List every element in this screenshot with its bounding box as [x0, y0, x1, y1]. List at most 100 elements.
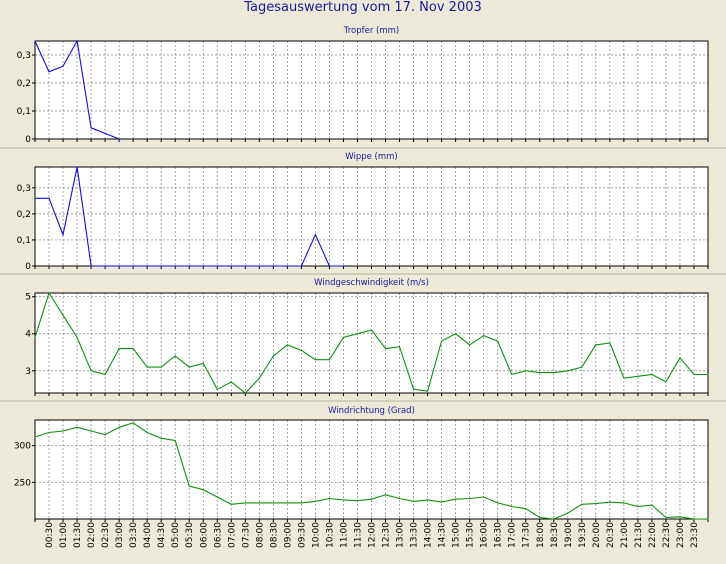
data-point — [216, 265, 218, 267]
data-point — [426, 390, 429, 392]
data-point — [48, 71, 50, 73]
data-point — [104, 373, 106, 376]
y-tick-label: 0 — [25, 262, 31, 272]
data-point — [76, 166, 78, 168]
x-tick-label: 22:30 — [662, 522, 672, 548]
data-point — [202, 265, 204, 267]
x-tick-label: 05:00 — [171, 522, 181, 548]
data-point — [539, 516, 541, 519]
data-point — [398, 497, 401, 500]
data-point — [104, 132, 106, 134]
x-tick-label: 21:30 — [634, 522, 644, 548]
data-point — [342, 499, 345, 501]
x-tick-label: 07:30 — [241, 522, 251, 548]
data-point — [679, 516, 681, 518]
x-tick-label: 09:30 — [297, 522, 307, 548]
data-point — [202, 489, 204, 491]
data-point — [34, 40, 36, 42]
data-point — [216, 496, 218, 498]
data-point — [342, 336, 345, 339]
y-tick-label: 0,3 — [17, 184, 31, 194]
x-tick-label: 08:30 — [269, 522, 279, 548]
data-point — [707, 518, 709, 520]
x-tick-label: 00:30 — [45, 522, 55, 548]
x-tick-label: 06:30 — [213, 522, 223, 548]
y-tick-label: 0,3 — [17, 51, 31, 61]
x-tick-label: 06:00 — [199, 522, 209, 548]
x-tick-label: 12:30 — [382, 522, 392, 548]
data-point — [609, 342, 611, 344]
data-point — [300, 502, 302, 504]
data-point — [370, 329, 373, 331]
data-point — [441, 501, 443, 503]
data-point — [441, 340, 443, 342]
data-point — [174, 265, 176, 267]
data-point — [286, 344, 288, 346]
x-tick-label: 17:00 — [508, 522, 518, 548]
data-point — [34, 436, 36, 438]
data-point — [62, 234, 64, 236]
data-point — [104, 434, 106, 436]
y-tick-label: 0,2 — [17, 79, 31, 89]
y-tick-label: 0 — [25, 135, 31, 145]
data-point — [160, 437, 162, 439]
data-point — [665, 516, 667, 519]
data-point — [132, 265, 134, 267]
data-point — [398, 346, 401, 348]
x-tick-label: 04:30 — [157, 522, 167, 548]
data-point — [230, 503, 232, 505]
data-point — [188, 366, 190, 368]
data-point — [356, 500, 359, 502]
data-point — [272, 355, 274, 357]
x-tick-label: 19:30 — [578, 522, 588, 548]
data-point — [553, 372, 555, 374]
y-tick-label: 0,1 — [17, 107, 31, 117]
data-point — [146, 265, 148, 267]
data-point — [497, 502, 499, 504]
x-tick-label: 19:00 — [564, 522, 574, 548]
x-tick-label: 14:00 — [424, 522, 434, 548]
x-tick-label: 07:00 — [227, 522, 237, 548]
data-point — [511, 373, 513, 376]
plot-frame-0 — [34, 40, 709, 140]
data-point — [174, 355, 176, 357]
x-tick-label: 23:30 — [690, 522, 700, 548]
data-point — [525, 508, 527, 510]
data-point — [356, 333, 359, 335]
data-point — [412, 388, 415, 390]
data-point — [272, 502, 274, 504]
data-point — [174, 439, 176, 442]
data-point — [258, 502, 260, 504]
data-point — [132, 422, 134, 424]
data-point — [595, 503, 597, 505]
data-point — [314, 359, 317, 361]
data-point — [300, 349, 302, 352]
x-tick-label: 01:00 — [59, 522, 69, 548]
x-tick-label: 11:00 — [340, 522, 350, 548]
data-point — [62, 314, 64, 316]
x-tick-label: 10:30 — [325, 522, 335, 548]
x-tick-label: 02:30 — [101, 522, 111, 548]
data-point — [581, 366, 583, 368]
data-point — [160, 265, 162, 267]
data-point — [384, 347, 387, 350]
data-point — [118, 347, 120, 350]
x-tick-label: 17:30 — [522, 522, 532, 548]
data-point — [426, 499, 429, 501]
data-point — [244, 392, 246, 394]
data-point — [272, 265, 274, 267]
x-tick-label: 18:30 — [550, 522, 560, 548]
data-point — [665, 381, 667, 383]
x-tick-label: 16:30 — [494, 522, 504, 548]
data-point — [342, 265, 345, 267]
data-point — [539, 372, 541, 374]
panel-title-3: Windrichtung (Grad) — [328, 406, 415, 416]
data-point — [469, 344, 471, 346]
y-tick-label: 300 — [14, 442, 31, 452]
x-tick-label: 01:30 — [73, 522, 83, 548]
data-point — [567, 512, 569, 514]
data-point — [567, 370, 569, 372]
data-point — [651, 373, 653, 376]
data-point — [146, 431, 148, 434]
data-point — [370, 498, 373, 500]
